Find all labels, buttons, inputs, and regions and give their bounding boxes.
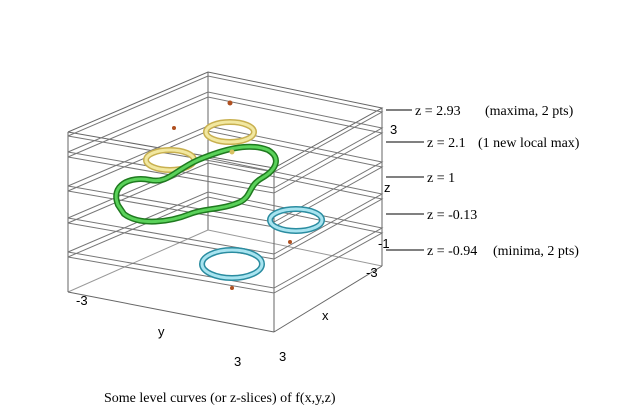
- slice-plane-5: [67, 191, 384, 289]
- figure-caption: Some level curves (or z-slices) of f(x,y…: [104, 391, 336, 406]
- slice-label-2-note: (1 new local max): [478, 136, 580, 151]
- level-curves: [113, 100, 325, 290]
- z-tick-bottom: -1: [378, 236, 390, 251]
- y-tick-pos: 3: [234, 354, 241, 369]
- leader-lines: [386, 109, 424, 251]
- x-axis-label: x: [322, 308, 329, 323]
- slice-label-3-eq: z = 1: [427, 171, 455, 186]
- slice-label-5-note: (minima, 2 pts): [493, 244, 579, 259]
- slice-label-1-eq: z = 2.93: [415, 104, 461, 119]
- slice-label-2-eq: z = 2.1: [427, 136, 466, 151]
- y-tick-neg: -3: [76, 293, 88, 308]
- z-axis-label: z: [384, 180, 391, 195]
- max-point-2: [172, 126, 176, 130]
- slice-label-4-eq: z = -0.13: [427, 208, 477, 223]
- min-point-1: [288, 240, 292, 244]
- z-tick-top: 3: [390, 122, 397, 137]
- mid-point: [229, 149, 235, 155]
- green-curve: [113, 143, 279, 225]
- slice-label-1-note: (maxima, 2 pts): [485, 104, 574, 119]
- min-point-2: [230, 286, 234, 290]
- slice-planes: [67, 75, 384, 294]
- y-axis-label: y: [158, 324, 165, 339]
- slice-plane-2: [67, 91, 384, 189]
- x-tick-pos: 3: [279, 349, 286, 364]
- x-tick-neg: -3: [366, 265, 378, 280]
- slice-label-5-eq: z = -0.94: [427, 244, 477, 259]
- max-point-1: [227, 100, 233, 106]
